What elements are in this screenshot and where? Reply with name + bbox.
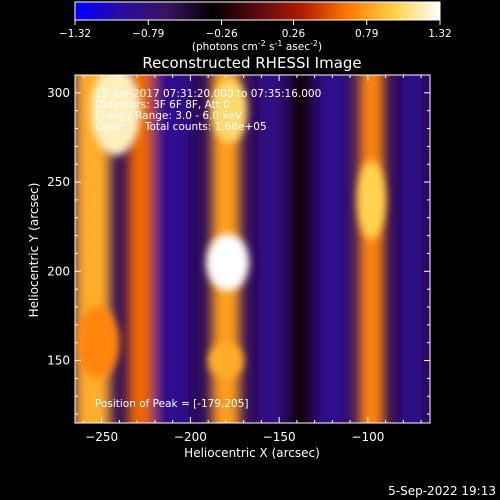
colorbar-tick-label: 0.79 [355,28,378,40]
colorbar-tick-label: −0.26 [205,28,237,40]
y-axis-label: Heliocentric Y (arcsec) [27,183,41,318]
heatmap-band [319,75,345,423]
x-tick-label: −200 [174,430,207,444]
y-tick-label: 150 [47,354,70,368]
colorbar-tick-label: −1.32 [59,28,91,40]
heatmap-blob [211,78,248,143]
colorbar-strip [74,1,441,21]
heatmap-blob [357,160,386,240]
heatmap-band [403,75,422,423]
annotation-time-range: 15-Jun-2017 07:31:20.000 to 07:35:16.000 [95,88,321,100]
heatmap-band [291,75,310,423]
y-tick-label: 300 [47,86,70,100]
colorbar-tick-label: 1.32 [428,28,451,40]
x-tick-label: −250 [85,430,118,444]
annotation-peak: Position of Peak = [-179,205] [95,398,249,410]
annotation-energy: Energy Range: 3.0 - 6.0 keV [95,110,243,122]
colorbar-units: (photons cm-2 s-1 asec-2) [192,39,322,53]
colorbar-tick-label: −0.79 [132,28,164,40]
colorbar: −1.32 −0.79 −0.26 0.26 0.79 1.32 (photons cm-… [59,1,452,53]
colorbar-tick-label: 0.26 [282,28,306,40]
colorbar-ticks: −1.32 −0.79 −0.26 0.26 0.79 1.32 [59,20,452,40]
plot-frame [74,74,431,424]
y-tick-label: 250 [47,175,70,189]
heatmap-band [156,75,189,423]
x-tick-label: −150 [263,430,296,444]
y-axis: 150 200 250 300 [47,74,430,415]
heatmap-band [359,75,384,423]
x-axis: −250 −200 −150 −100 [83,75,422,444]
heatmap-image [75,75,430,423]
heatmap-blob [90,75,141,156]
y-tick-label: 200 [47,264,70,278]
heatmap-blob [208,342,244,379]
heatmap-band [259,75,281,423]
annotation-clean: Clean Total counts: 1.68e+05 [95,121,267,133]
x-tick-label: −100 [351,430,384,444]
annotation-detectors: Detectors: 3F 6F 8F, Att 0 [95,99,230,111]
heatmap-blob [76,307,120,379]
image-annotations: 15-Jun-2017 07:31:20.000 to 07:35:16.000… [95,88,321,410]
x-axis-label: Heliocentric X (arcsec) [184,446,320,460]
heatmap-blobs [76,75,386,379]
footer-date: 5-Sep-2022 19:13 [388,484,496,498]
chart-title: Reconstructed RHESSI Image [142,54,361,72]
heatmap-blob [206,233,249,291]
